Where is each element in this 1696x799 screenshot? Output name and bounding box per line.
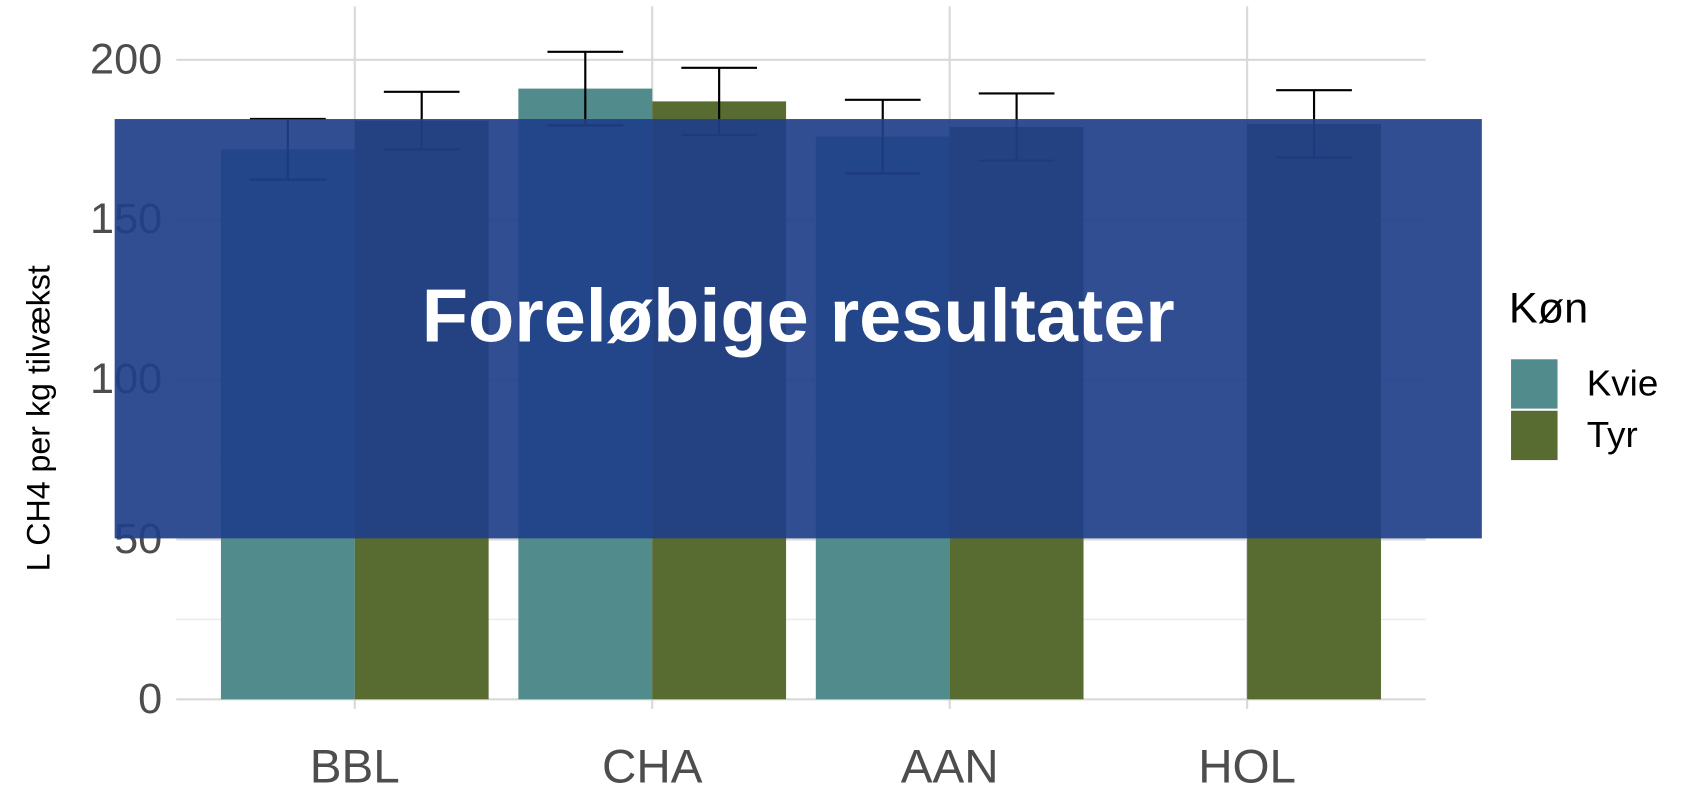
x-tick-label: HOL — [1198, 741, 1296, 794]
y-tick-label: 200 — [90, 35, 162, 83]
overlay-banner — [114, 119, 1482, 539]
x-tick-label: BBL — [310, 741, 400, 794]
legend-key — [1511, 359, 1558, 409]
overlay-text: Foreløbige resultater — [422, 274, 1175, 358]
y-tick-label: 0 — [138, 675, 162, 723]
legend-label: Tyr — [1587, 414, 1638, 455]
x-tick-label: CHA — [602, 741, 703, 794]
legend-title: Køn — [1509, 285, 1588, 333]
legend-key — [1511, 410, 1558, 461]
legend-label: Kvie — [1587, 363, 1659, 404]
x-tick-label: AAN — [901, 741, 999, 794]
y-axis-label: L CH4 per kg tilvækst — [21, 265, 57, 571]
legend: Køn Kvie Tyr — [1509, 285, 1658, 461]
